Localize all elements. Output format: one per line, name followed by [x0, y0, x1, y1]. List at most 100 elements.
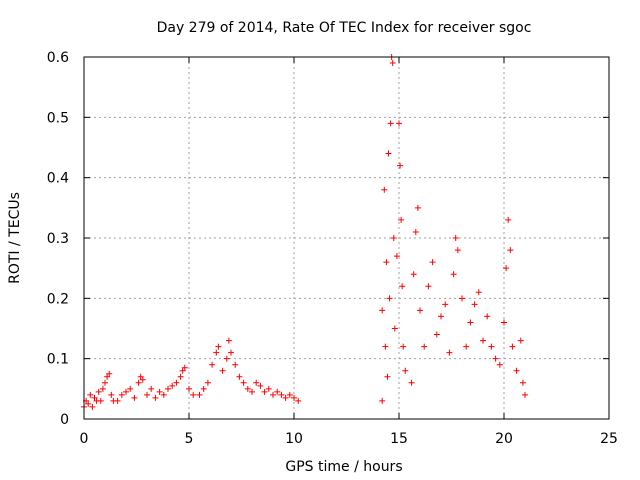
- y-tick-label: 0: [60, 412, 69, 428]
- data-point: [91, 394, 98, 401]
- data-point: [181, 364, 188, 371]
- data-point: [507, 247, 514, 254]
- data-point: [459, 295, 465, 302]
- data-point: [95, 388, 102, 395]
- x-tick-labels: 0 5 10 15 20 25: [80, 431, 618, 447]
- data-point: [261, 388, 268, 395]
- data-point: [232, 361, 239, 368]
- x-tick-label: 0: [80, 431, 89, 447]
- data-point: [219, 367, 226, 374]
- data-point: [240, 379, 247, 386]
- x-tick-label: 25: [600, 431, 618, 447]
- data-point: [249, 388, 255, 395]
- data-point: [135, 379, 142, 386]
- data-point: [137, 373, 144, 380]
- data-point: [190, 391, 197, 398]
- data-point: [156, 388, 163, 395]
- data-point: [123, 388, 129, 395]
- data-point: [152, 394, 159, 401]
- data-point: [99, 385, 106, 392]
- data-point: [396, 120, 402, 127]
- data-point: [236, 373, 243, 380]
- data-point: [106, 370, 113, 377]
- data-point: [398, 216, 405, 223]
- data-point: [204, 379, 211, 386]
- data-point: [397, 162, 404, 169]
- data-point: [389, 60, 396, 67]
- data-point: [390, 235, 397, 241]
- data-point: [257, 382, 264, 389]
- data-point: [139, 376, 146, 383]
- data-point: [446, 349, 453, 356]
- data-point: [387, 120, 394, 127]
- data-point: [386, 295, 393, 302]
- y-tick-label: 0.4: [47, 171, 69, 187]
- gridlines: [84, 57, 609, 419]
- data-point: [179, 367, 186, 374]
- data-point: [89, 403, 96, 410]
- data-point: [519, 379, 526, 386]
- data-point: [475, 289, 482, 296]
- data-point: [505, 216, 512, 223]
- x-tick-label: 5: [185, 431, 194, 447]
- data-point: [492, 355, 499, 362]
- data-point: [417, 307, 423, 314]
- data-point: [496, 361, 503, 368]
- y-axis-label: ROTI / TECUs: [7, 192, 23, 284]
- data-point: [114, 397, 121, 404]
- data-point: [408, 379, 415, 386]
- data-point: [131, 394, 138, 401]
- data-point: [215, 343, 222, 350]
- data-point: [102, 379, 108, 386]
- chart-title: Day 279 of 2014, Rate Of TEC Index for r…: [157, 20, 532, 36]
- y-tick-label: 0.5: [47, 110, 69, 126]
- data-point: [118, 391, 125, 398]
- data-point: [253, 379, 260, 386]
- data-point: [402, 367, 409, 374]
- data-point: [223, 355, 230, 362]
- data-point: [97, 397, 104, 404]
- data-point: [442, 301, 449, 308]
- data-point: [85, 400, 92, 407]
- data-point: [108, 391, 115, 398]
- data-point: [484, 313, 491, 320]
- data-point: [270, 391, 276, 398]
- data-point: [467, 319, 474, 326]
- data-point: [501, 319, 507, 326]
- axis-ticks: [83, 56, 610, 420]
- data-point: [196, 391, 203, 398]
- data-point: [87, 391, 94, 398]
- data-point: [393, 253, 400, 260]
- x-tick-label: 20: [495, 431, 513, 447]
- data-point: [450, 271, 457, 278]
- y-tick-label: 0.3: [47, 231, 69, 247]
- data-point: [400, 343, 407, 350]
- y-tick-label: 0.1: [47, 352, 69, 368]
- data-point: [384, 373, 391, 380]
- y-tick-label: 0.6: [47, 50, 69, 66]
- data-point: [513, 367, 520, 374]
- x-axis-label: GPS time / hours: [285, 459, 402, 475]
- y-tick-labels: 0 0.1 0.2 0.3 0.4 0.5 0.6: [47, 50, 69, 428]
- data-point: [414, 204, 421, 211]
- x-tick-label: 10: [285, 431, 303, 447]
- data-point: [286, 391, 293, 398]
- data-point: [438, 313, 444, 320]
- data-point: [379, 397, 386, 404]
- data-point: [454, 247, 461, 254]
- data-point: [177, 373, 184, 380]
- y-tick-label: 0.2: [47, 291, 69, 307]
- data-point: [144, 391, 150, 398]
- data-point: [148, 385, 155, 392]
- data-point: [385, 150, 392, 157]
- data-point: [382, 343, 389, 350]
- data-point: [471, 301, 478, 308]
- data-point: [186, 385, 192, 392]
- data-point: [488, 343, 495, 350]
- data-point: [165, 385, 171, 392]
- data-point: [200, 385, 207, 392]
- data-point: [517, 337, 524, 344]
- data-point: [160, 391, 167, 398]
- data-point: [412, 228, 419, 235]
